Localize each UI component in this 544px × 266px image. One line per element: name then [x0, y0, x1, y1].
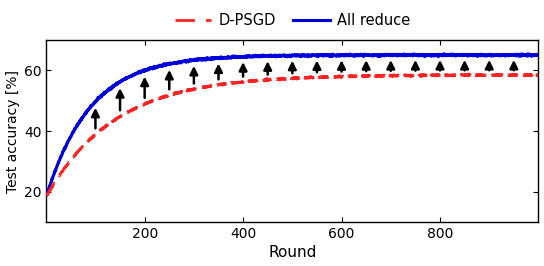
All reduce	[521, 54, 528, 57]
All reduce	[269, 54, 276, 57]
D-PSGD	[69, 157, 75, 161]
All reduce	[535, 54, 542, 57]
D-PSGD	[282, 78, 289, 81]
Line: All reduce: All reduce	[47, 54, 539, 195]
D-PSGD	[535, 73, 542, 76]
Y-axis label: Test accuracy [%]: Test accuracy [%]	[5, 70, 20, 193]
D-PSGD	[431, 74, 437, 77]
D-PSGD	[521, 73, 528, 76]
All reduce	[282, 54, 289, 57]
All reduce	[441, 52, 447, 55]
D-PSGD	[44, 194, 50, 198]
All reduce	[69, 133, 75, 136]
Legend: D-PSGD, All reduce: D-PSGD, All reduce	[169, 7, 416, 34]
Line: D-PSGD: D-PSGD	[47, 74, 539, 196]
All reduce	[44, 193, 50, 196]
D-PSGD	[521, 73, 527, 76]
All reduce	[431, 53, 437, 56]
D-PSGD	[531, 72, 537, 76]
D-PSGD	[269, 77, 276, 81]
All reduce	[521, 53, 528, 57]
X-axis label: Round: Round	[268, 246, 317, 260]
